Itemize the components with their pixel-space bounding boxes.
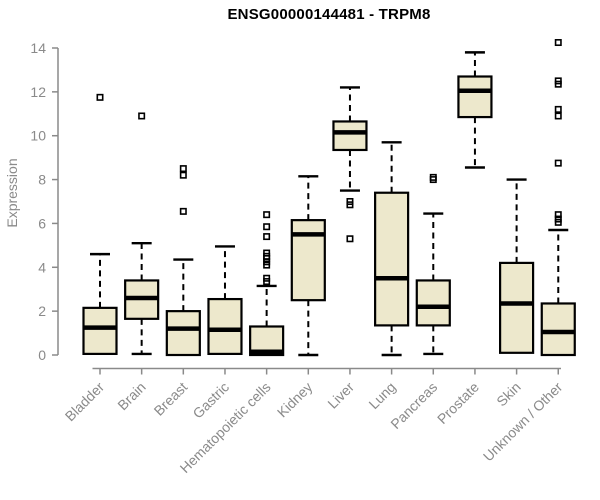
box-unknown-other [540, 302, 576, 357]
outlier-point-liver [346, 201, 354, 209]
y-tick-label: 0 [38, 347, 46, 363]
outlier-point-brain [138, 112, 146, 120]
outlier-point-unknown-other [554, 105, 562, 113]
x-category-label-skin: Skin [493, 379, 524, 410]
x-category-label-prostate: Prostate [434, 379, 482, 427]
y-tick-label: 2 [38, 303, 46, 319]
x-category-label-unknown-other: Unknown / Other [480, 379, 566, 465]
outlier-point-breast [179, 165, 187, 173]
outlier-point-hematopoietic-cells [263, 278, 271, 286]
outlier-point-unknown-other [554, 39, 562, 47]
box-bladder [82, 306, 118, 356]
outlier-point-unknown-other [554, 159, 562, 167]
outlier-point-bladder [96, 93, 104, 101]
outlier-point-hematopoietic-cells [263, 223, 271, 231]
outlier-point-breast [179, 207, 187, 215]
box-lung [374, 191, 410, 327]
outlier-point-breast [179, 171, 187, 179]
outlier-point-pancreas [429, 176, 437, 184]
box-breast [165, 310, 201, 357]
y-tick-label: 8 [38, 172, 46, 188]
outlier-point-unknown-other [554, 211, 562, 219]
x-category-label-breast: Breast [151, 379, 191, 419]
y-tick-label: 6 [38, 215, 46, 231]
box-skin [499, 261, 535, 354]
box-gastric [207, 297, 243, 356]
outlier-point-unknown-other [554, 112, 562, 120]
x-category-label-brain: Brain [114, 379, 148, 413]
outlier-point-liver [346, 235, 354, 243]
y-tick-label: 10 [30, 128, 46, 144]
y-tick-label: 4 [38, 259, 46, 275]
y-tick-label: 14 [30, 40, 46, 56]
outlier-point-hematopoietic-cells [263, 261, 271, 269]
chart-title: ENSG00000144481 - TRPM8 [227, 6, 431, 23]
outlier-point-unknown-other [554, 80, 562, 88]
x-category-label-liver: Liver [324, 379, 357, 412]
box-prostate [457, 75, 493, 119]
x-category-label-kidney: Kidney [274, 379, 316, 421]
outlier-point-hematopoietic-cells [263, 211, 271, 219]
y-tick-label: 12 [30, 84, 46, 100]
x-category-label-bladder: Bladder [62, 379, 108, 425]
outlier-point-hematopoietic-cells [263, 233, 271, 241]
outlier-point-unknown-other [554, 218, 562, 226]
box-pancreas [415, 279, 451, 327]
box-liver [332, 120, 368, 152]
x-category-label-lung: Lung [365, 379, 398, 412]
